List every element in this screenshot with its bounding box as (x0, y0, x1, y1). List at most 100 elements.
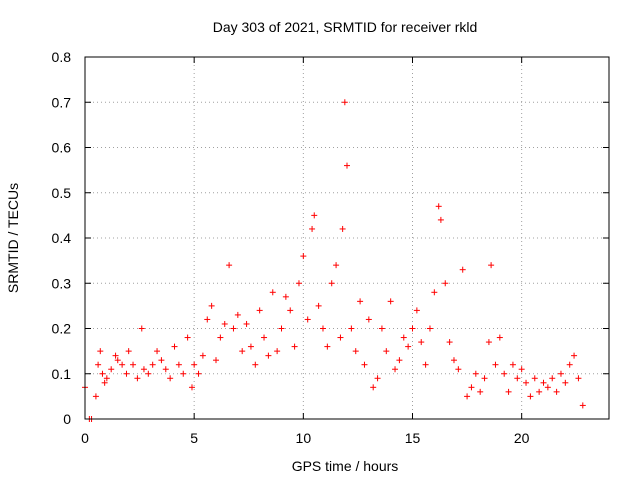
data-point (422, 361, 429, 368)
y-tick-label: 0.2 (52, 321, 72, 337)
data-point (119, 361, 126, 368)
data-point (357, 298, 364, 305)
data-point (400, 334, 407, 341)
data-point (540, 379, 547, 386)
data-point (446, 339, 453, 346)
y-tick-label: 0.8 (52, 49, 72, 65)
data-point (579, 402, 586, 409)
data-point (341, 99, 348, 106)
data-point (333, 262, 340, 269)
data-point (108, 366, 115, 373)
data-point (309, 225, 316, 232)
data-point (492, 361, 499, 368)
data-point (300, 253, 307, 260)
data-point (204, 316, 211, 323)
y-tick-label: 0.1 (52, 366, 72, 382)
data-point (387, 298, 394, 305)
data-point (265, 352, 272, 359)
grid-layer (85, 57, 609, 419)
data-point (291, 343, 298, 350)
chart-title: Day 303 of 2021, SRMTID for receiver rkl… (213, 19, 478, 35)
data-point (278, 325, 285, 332)
data-point (221, 320, 228, 327)
data-point (409, 325, 416, 332)
data-point (328, 280, 335, 287)
data-point (505, 388, 512, 395)
data-point (274, 348, 281, 355)
data-point (418, 339, 425, 346)
data-point (287, 307, 294, 314)
data-point (269, 289, 276, 296)
data-point (531, 375, 538, 382)
data-point (413, 307, 420, 314)
data-point (450, 357, 457, 364)
data-point (442, 280, 449, 287)
data-point (477, 388, 484, 395)
data-point (361, 361, 368, 368)
data-point (518, 366, 525, 373)
data-point (213, 357, 219, 364)
data-point (195, 370, 202, 377)
data-point (171, 343, 178, 350)
data-point (405, 343, 412, 350)
data-point (431, 289, 438, 296)
data-point (468, 384, 475, 391)
data-point (344, 162, 350, 169)
data-point (140, 366, 147, 373)
data-point (509, 361, 516, 368)
data-point (571, 352, 578, 359)
x-tick-label: 15 (405, 430, 421, 446)
data-point (378, 325, 385, 332)
data-point (311, 212, 318, 219)
ticks-layer: 0 0.1 0.2 0.3 0.4 0.5 0.6 0.7 0.8 0 5 10 15 20 (52, 49, 609, 446)
data-point (138, 325, 145, 332)
data-point (324, 343, 331, 350)
y-tick-label: 0 (63, 411, 71, 427)
data-point (481, 375, 488, 382)
data-point (315, 302, 322, 309)
data-point (101, 379, 108, 386)
y-tick-label: 0.6 (52, 140, 72, 156)
data-point (549, 375, 556, 382)
data-point (455, 366, 462, 373)
data-point (374, 375, 381, 382)
data-point (154, 348, 161, 355)
data-point (125, 348, 132, 355)
data-point (392, 366, 399, 373)
data-point (239, 348, 246, 355)
y-tick-label: 0.4 (52, 230, 72, 246)
data-point (208, 302, 215, 309)
data-point (191, 361, 198, 368)
data-point (95, 361, 102, 368)
data-point (92, 393, 99, 400)
y-axis-label: SRMTID / TECUs (5, 183, 21, 293)
data-point (180, 370, 187, 377)
data-point (488, 262, 495, 269)
data-point (234, 311, 241, 318)
data-point (226, 262, 233, 269)
data-point (437, 216, 444, 223)
data-point (162, 366, 169, 373)
data-point (426, 325, 433, 332)
data-point (383, 348, 390, 355)
data-point (230, 325, 237, 332)
data-point (167, 375, 174, 382)
data-point (464, 393, 471, 400)
data-point (99, 370, 106, 377)
data-point (247, 343, 254, 350)
data-point (175, 361, 182, 368)
x-tick-label: 5 (190, 430, 198, 446)
y-tick-label: 0.3 (52, 275, 72, 291)
data-point (97, 348, 104, 355)
data-point (114, 357, 121, 364)
data-point (149, 361, 156, 368)
data-point (523, 379, 530, 386)
data-point (243, 320, 250, 327)
data-point (485, 339, 492, 346)
data-point (562, 379, 569, 386)
data-point (365, 316, 372, 323)
data-point (575, 375, 582, 382)
data-point (339, 225, 346, 232)
